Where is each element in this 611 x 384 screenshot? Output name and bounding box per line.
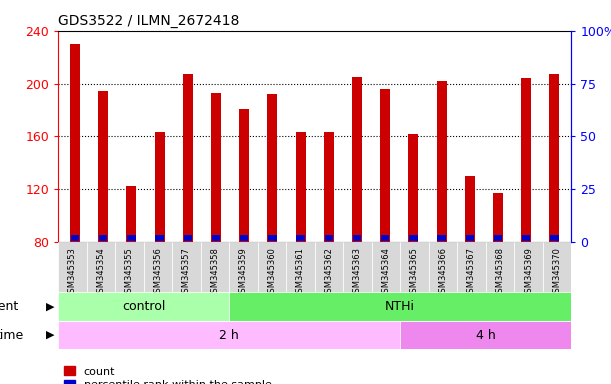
Bar	[183, 74, 192, 242]
Bar	[229, 292, 571, 321]
Text: GSM345354: GSM345354	[97, 247, 105, 298]
Bar	[371, 242, 400, 292]
Bar	[98, 91, 108, 242]
Text: GSM345368: GSM345368	[496, 247, 505, 298]
Bar	[87, 242, 115, 292]
Bar	[514, 242, 543, 292]
Bar	[353, 235, 361, 241]
Text: agent: agent	[0, 300, 18, 313]
Bar	[465, 176, 475, 242]
Text: GSM345365: GSM345365	[410, 247, 419, 298]
Bar	[466, 235, 474, 241]
Text: GSM345360: GSM345360	[268, 247, 276, 298]
Bar	[315, 242, 343, 292]
Bar	[115, 242, 144, 292]
Bar	[211, 93, 221, 242]
Bar	[550, 235, 558, 241]
Bar	[400, 242, 429, 292]
Bar	[437, 235, 446, 241]
Bar	[324, 132, 334, 242]
Bar	[71, 235, 79, 241]
Text: 2 h: 2 h	[219, 329, 239, 341]
Text: GSM345359: GSM345359	[239, 247, 248, 298]
Bar	[240, 235, 248, 241]
Bar	[268, 235, 277, 241]
Bar	[99, 235, 108, 241]
Text: GSM345353: GSM345353	[68, 247, 77, 298]
Bar	[127, 235, 136, 241]
Bar	[521, 78, 531, 242]
Text: time: time	[0, 329, 24, 341]
Bar	[200, 242, 229, 292]
Bar	[380, 89, 390, 242]
Text: GSM345370: GSM345370	[552, 247, 562, 298]
Bar	[296, 132, 306, 242]
Text: NTHi: NTHi	[385, 300, 415, 313]
Text: ▶: ▶	[46, 301, 55, 311]
Bar	[58, 292, 229, 321]
Text: GSM345357: GSM345357	[182, 247, 191, 298]
Text: GSM345362: GSM345362	[324, 247, 334, 298]
Text: GDS3522 / ILMN_2672418: GDS3522 / ILMN_2672418	[58, 14, 240, 28]
Bar	[229, 242, 258, 292]
Text: GSM345364: GSM345364	[381, 247, 390, 298]
Bar	[408, 134, 419, 242]
Bar	[286, 242, 315, 292]
Bar	[486, 242, 514, 292]
Bar	[240, 109, 249, 242]
Text: GSM345355: GSM345355	[125, 247, 134, 298]
Bar	[58, 242, 87, 292]
Bar	[70, 44, 80, 242]
Bar	[409, 235, 417, 241]
Legend: count, percentile rank within the sample: count, percentile rank within the sample	[64, 366, 271, 384]
Text: ▶: ▶	[46, 330, 55, 340]
Bar	[437, 81, 447, 242]
Bar	[268, 94, 277, 242]
Text: control: control	[122, 300, 165, 313]
Bar	[324, 235, 333, 241]
Bar	[343, 242, 371, 292]
Bar	[296, 235, 305, 241]
Text: GSM345369: GSM345369	[524, 247, 533, 298]
Bar	[543, 242, 571, 292]
Text: 4 h: 4 h	[476, 329, 496, 341]
Bar	[212, 235, 220, 241]
Bar	[429, 242, 457, 292]
Text: GSM345363: GSM345363	[353, 247, 362, 298]
Bar	[155, 235, 164, 241]
Bar	[493, 193, 503, 242]
Bar	[522, 235, 530, 241]
Bar	[258, 242, 286, 292]
Text: GSM345366: GSM345366	[439, 247, 447, 298]
Bar	[172, 242, 200, 292]
Text: GSM345358: GSM345358	[210, 247, 219, 298]
Bar	[352, 77, 362, 242]
Bar	[126, 187, 136, 242]
Text: GSM345361: GSM345361	[296, 247, 305, 298]
Bar	[457, 242, 486, 292]
Bar	[381, 235, 389, 241]
Text: GSM345356: GSM345356	[153, 247, 163, 298]
Bar	[155, 132, 164, 242]
Text: GSM345367: GSM345367	[467, 247, 476, 298]
Bar	[144, 242, 172, 292]
Bar	[183, 235, 192, 241]
Bar	[400, 321, 571, 349]
Bar	[494, 235, 502, 241]
Bar	[549, 74, 559, 242]
Bar	[58, 321, 400, 349]
